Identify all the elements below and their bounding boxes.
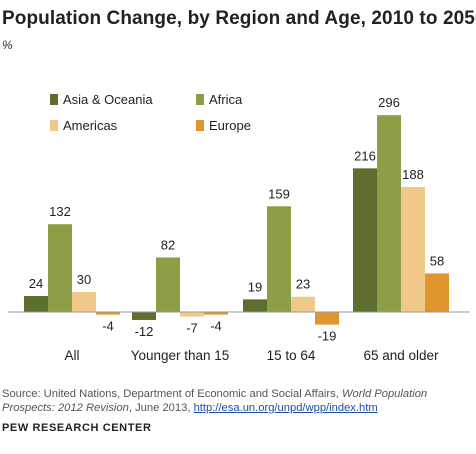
- data-label: -4: [210, 319, 222, 334]
- legend-label: Europe: [209, 118, 251, 133]
- bar-africa-3: [377, 115, 401, 312]
- legend-label: Asia & Oceania: [63, 92, 153, 107]
- data-label: 24: [29, 276, 43, 291]
- data-label: 132: [49, 204, 71, 219]
- source-prefix: Source: United Nations, Department of Ec…: [2, 388, 342, 400]
- data-label: 19: [248, 279, 262, 294]
- bar-asia-oceania-0: [24, 296, 48, 312]
- source-publication: World Population Prospects: 2012 Revisio…: [2, 388, 428, 414]
- legend-swatch: [50, 94, 58, 105]
- source-note: Source: United Nations, Department of Ec…: [2, 387, 474, 415]
- data-label: 82: [161, 237, 175, 252]
- data-label: 159: [268, 186, 290, 201]
- bar-africa-2: [267, 206, 291, 312]
- source-link[interactable]: http://esa.un.org/unpd/wpp/index.htm: [193, 402, 378, 414]
- bar-americas-1: [180, 312, 204, 317]
- data-label: -19: [318, 329, 337, 344]
- bar-chart: 24 -12 19 216 132 82 159 296 30 -7 23 188 -4 -4 -19 58 A…: [8, 92, 470, 363]
- bar-europe-1: [204, 312, 228, 315]
- bar-africa-0: [48, 224, 72, 312]
- brand-name: PEW RESEARCH CENTER: [2, 422, 152, 434]
- category-label: Younger than 15: [131, 348, 230, 363]
- legend-swatch: [196, 94, 204, 105]
- bar-asia-oceania-1: [132, 312, 156, 320]
- bar-americas-0: [72, 292, 96, 312]
- bar-africa-1: [156, 257, 180, 312]
- legend-label: Americas: [63, 118, 118, 133]
- bar-europe-3: [425, 273, 449, 312]
- legend-swatch: [50, 120, 58, 131]
- legend-swatch: [196, 120, 204, 131]
- data-label: 296: [378, 95, 400, 110]
- category-label: All: [64, 348, 79, 363]
- bar-europe-2: [315, 312, 339, 325]
- legend-label: Africa: [209, 92, 243, 107]
- bar-europe-0: [96, 312, 120, 315]
- data-label: -4: [102, 319, 114, 334]
- bar-asia-oceania-3: [353, 168, 377, 312]
- bar-asia-oceania-2: [243, 299, 267, 312]
- data-label: 188: [402, 167, 424, 182]
- data-label: 216: [354, 148, 376, 163]
- category-label: 65 and older: [363, 348, 439, 363]
- data-label: 30: [77, 272, 91, 287]
- chart-title: Population Change, by Region and Age, 20…: [2, 8, 476, 29]
- source-suffix: , June 2013,: [128, 402, 194, 414]
- bar-americas-3: [401, 186, 425, 312]
- category-label: 15 to 64: [267, 348, 316, 363]
- data-label: -7: [186, 321, 198, 336]
- unit-label: %: [2, 38, 13, 52]
- data-label: -12: [135, 324, 154, 339]
- data-label: 23: [296, 277, 310, 292]
- bar-americas-2: [291, 296, 315, 312]
- data-label: 58: [430, 253, 444, 268]
